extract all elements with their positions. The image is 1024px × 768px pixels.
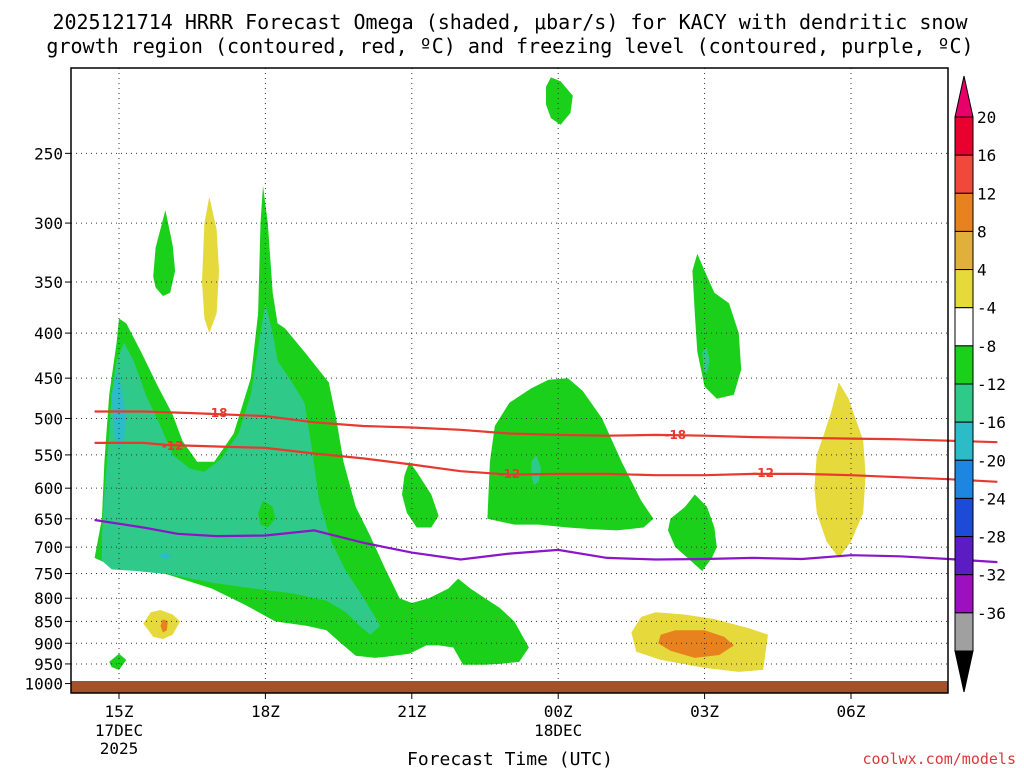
y-tick-label-900: 900 xyxy=(34,634,63,653)
colorbar-label-4: 4 xyxy=(977,261,987,280)
y-tick-label-400: 400 xyxy=(34,324,63,343)
shade-green-18z-hole xyxy=(258,500,276,528)
colorbar-top-arrow xyxy=(954,75,974,118)
shade-teal-main xyxy=(101,303,381,635)
plot-background xyxy=(71,68,948,693)
contour-label--18-1: -18 xyxy=(664,428,686,442)
shade-teal-center xyxy=(531,454,542,485)
y-tick-label-800: 800 xyxy=(34,589,63,608)
colorbar-segment-1 xyxy=(954,154,974,194)
x-tick-year-15Z: 2025 xyxy=(100,739,139,758)
colorbar-segment-9 xyxy=(954,459,974,499)
colorbar-segment-8 xyxy=(954,421,974,461)
colorbar-label-3: 8 xyxy=(977,222,987,241)
colorbar-segment-5 xyxy=(954,307,974,347)
x-tick-label-18Z: 18Z xyxy=(251,702,280,721)
contour-line-0 xyxy=(94,518,998,564)
y-tick-label-600: 600 xyxy=(34,479,63,498)
y-tick-label-450: 450 xyxy=(34,369,63,388)
chart-title-line2: growth region (contoured, red, ºC) and f… xyxy=(46,34,973,58)
shade-green-2030 xyxy=(402,461,439,528)
y-tick-label-850: 850 xyxy=(34,612,63,631)
colorbar-label-7: -12 xyxy=(977,375,1006,394)
x-tick-label-00Z: 00Z xyxy=(544,702,573,721)
plot-frame xyxy=(70,67,949,694)
x-tick-date-00Z: 18DEC xyxy=(534,721,582,740)
colorbar-segment-12 xyxy=(954,574,974,614)
x-tick-label-06Z: 06Z xyxy=(837,702,866,721)
y-tick-label-750: 750 xyxy=(34,565,63,584)
colorbar-segment-7 xyxy=(954,383,974,423)
chart-title-line1: 2025121714 HRRR Forecast Omega (shaded, … xyxy=(52,10,968,34)
colorbar-label-13: -36 xyxy=(977,604,1006,623)
shade-blue-715 xyxy=(158,552,173,559)
contour-label--18-0: -18 xyxy=(206,406,228,420)
colorbar-label-9: -20 xyxy=(977,451,1006,470)
colorbar-segment-6 xyxy=(954,345,974,385)
colorbar-label-5: -4 xyxy=(977,299,996,318)
y-tick-label-700: 700 xyxy=(34,538,63,557)
colorbar-label-1: 16 xyxy=(977,146,996,165)
y-tick-label-1000: 1000 xyxy=(24,675,63,694)
shade-green-center xyxy=(487,378,654,531)
shade-green-top xyxy=(546,77,573,125)
x-tick-label-15Z: 15Z xyxy=(105,702,134,721)
colorbar-label-6: -8 xyxy=(977,337,996,356)
shade-yellow-05z xyxy=(814,382,866,558)
colorbar-segment-0 xyxy=(954,116,974,156)
colorbar-label-10: -24 xyxy=(977,489,1006,508)
contour-line--12 xyxy=(94,441,998,483)
x-axis-title: Forecast Time (UTC) xyxy=(407,749,613,768)
temperature-contours: -18 -18 -12 -12 -12 xyxy=(94,406,998,564)
x-tick-label-03Z: 03Z xyxy=(690,702,719,721)
y-tick-label-950: 950 xyxy=(34,655,63,674)
contour-line--18 xyxy=(94,410,998,444)
x-tick-date-15Z: 17DEC xyxy=(95,721,143,740)
contour-label--12-0: -12 xyxy=(162,439,184,453)
y-tick-label-250: 250 xyxy=(34,144,63,163)
colorbar-segment-3 xyxy=(954,230,974,271)
colorbar-segment-4 xyxy=(954,269,974,309)
colorbar-label-11: -28 xyxy=(977,528,1006,547)
colorbar: 20 16 12 8 4 -4 -8 -12 -16 -20 -24 -28 -32 -36 xyxy=(954,75,1006,693)
ground-surface-bar xyxy=(71,681,948,693)
shade-green-small-16z xyxy=(153,210,176,296)
y-tick-label-500: 500 xyxy=(34,409,63,428)
colorbar-bottom-arrow xyxy=(954,650,974,693)
shade-orange-03z-low xyxy=(658,630,734,658)
y-tick-label-550: 550 xyxy=(34,446,63,465)
colorbar-label-12: -32 xyxy=(977,566,1006,585)
colorbar-segment-10 xyxy=(954,497,974,538)
y-tick-label-650: 650 xyxy=(34,510,63,529)
colorbar-label-8: -16 xyxy=(977,413,1006,432)
x-tick-label-21Z: 21Z xyxy=(397,702,426,721)
colorbar-segment-13 xyxy=(954,612,974,652)
shade-orange-1530 xyxy=(160,619,168,633)
shade-teal-upper-right xyxy=(702,347,710,374)
colorbar-segment-2 xyxy=(954,192,974,232)
plot-area: -18 -18 -12 -12 -12 xyxy=(70,67,998,694)
y-tick-label-300: 300 xyxy=(34,214,63,233)
shade-green-spot-15z xyxy=(109,653,127,670)
colorbar-label-0: 20 xyxy=(977,108,996,127)
colorbar-label-2: 12 xyxy=(977,184,996,203)
y-axis-pressure: 250 300 350 400 450 500 550 600 650 700 750 800 850 9… xyxy=(24,144,71,694)
credit-text: coolwx.com/models xyxy=(862,750,1016,768)
omega-shading xyxy=(94,77,866,672)
contour-label--12-2: -12 xyxy=(752,466,774,480)
colorbar-segment-11 xyxy=(954,536,974,576)
y-tick-label-350: 350 xyxy=(34,273,63,292)
contour-label--12-1: -12 xyxy=(499,467,521,481)
shade-yellow-16z xyxy=(202,196,219,334)
